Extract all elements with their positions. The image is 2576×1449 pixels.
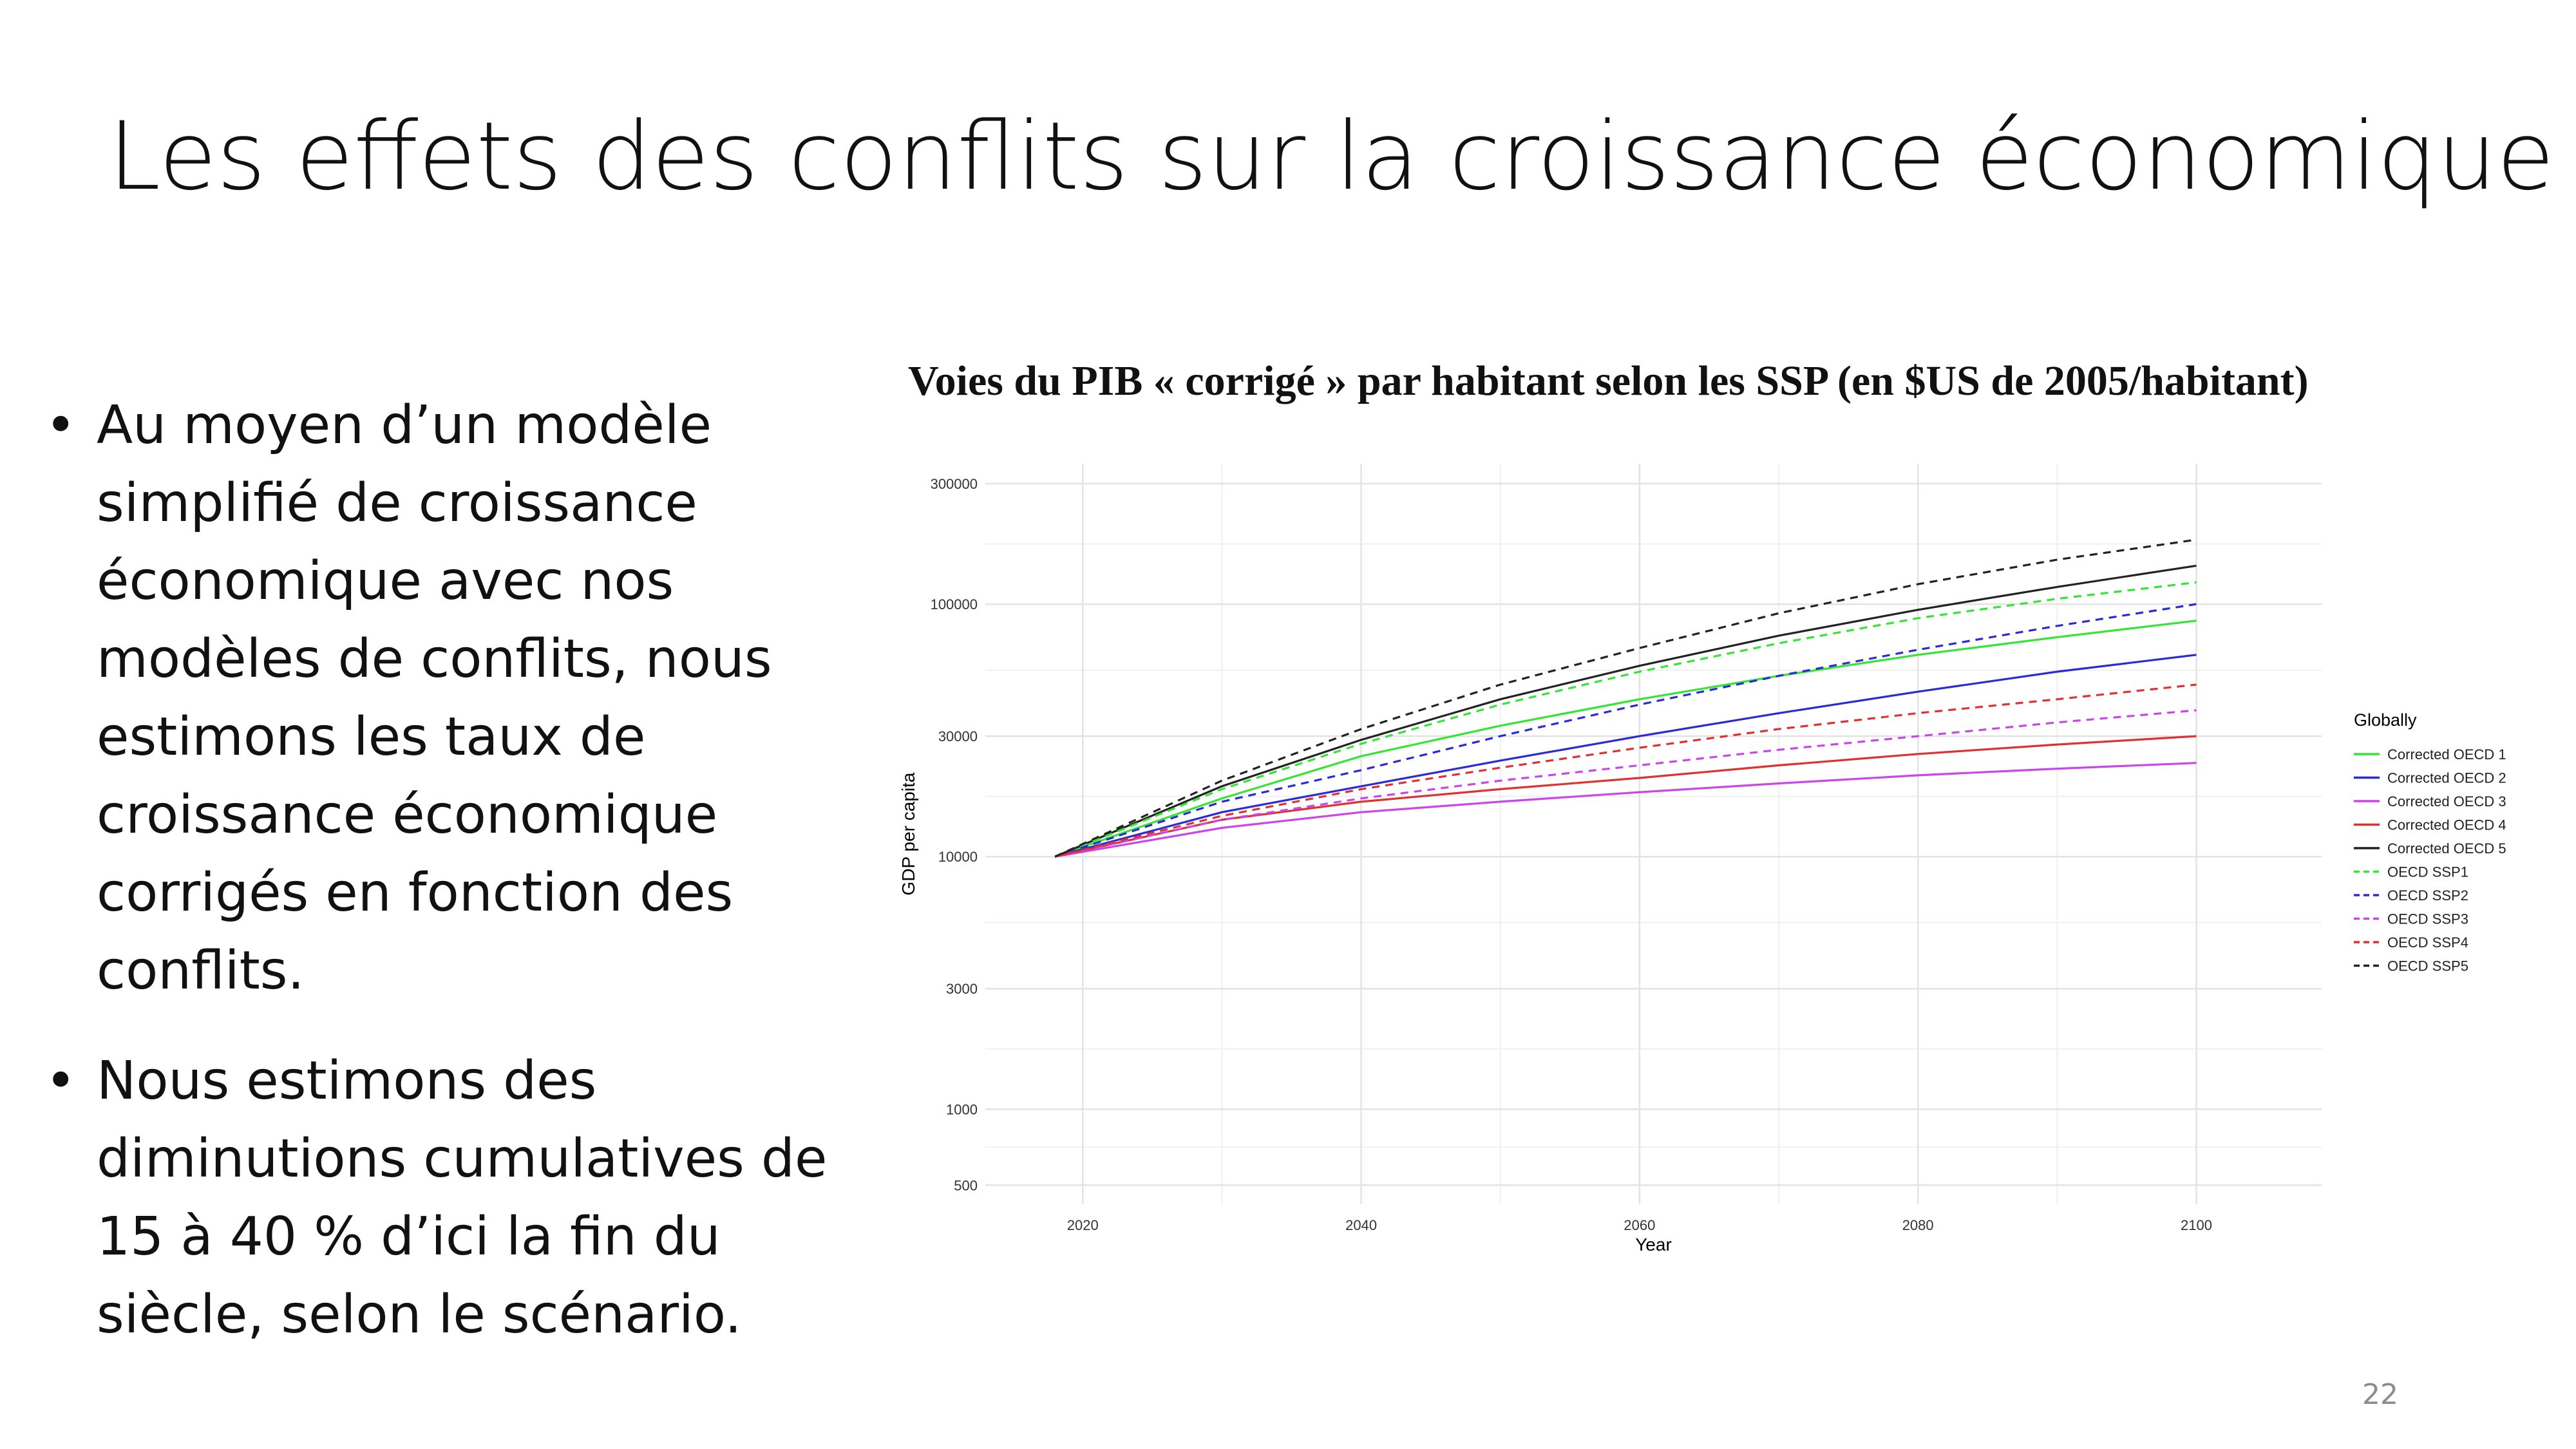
y-tick-label: 3000	[946, 981, 978, 997]
axes: Year GDP per capita 2020 2040 2060 2080 2100…	[898, 476, 2212, 1255]
legend-label: Corrected OECD 4	[2387, 817, 2506, 833]
legend-label: Corrected OECD 3	[2387, 793, 2506, 810]
series-line-corrected-oecd-4	[1054, 735, 2197, 858]
bullet-text: Nous estimons des diminutions cumulative…	[97, 1050, 828, 1345]
series-line-oecd-ssp4	[1054, 683, 2197, 858]
y-tick-label: 500	[954, 1177, 978, 1193]
page-number: 22	[2362, 1378, 2398, 1411]
slide-title: Les effets des conflits sur la croissanc…	[108, 102, 2555, 211]
legend-label: OECD SSP4	[2387, 934, 2468, 951]
legend: Globally Corrected OECD 1 Corrected OECD …	[2354, 710, 2506, 974]
bullet-item: • Nous estimons des diminutions cumulati…	[45, 1042, 882, 1354]
series-line-corrected-oecd-3	[1054, 762, 2197, 858]
y-tick-label: 1000	[946, 1101, 978, 1117]
y-axis-title: GDP per capita	[898, 772, 918, 895]
bullet-item: • Au moyen d’un modèle simplifié de croi…	[45, 386, 882, 1010]
x-tick-label: 2020	[1067, 1217, 1099, 1233]
bullet-marker: •	[45, 1050, 77, 1112]
y-tick-label: 300000	[931, 476, 978, 492]
grid	[985, 464, 2322, 1204]
y-tick-label: 30000	[938, 728, 978, 744]
y-tick-label: 100000	[931, 596, 978, 612]
series-line-oecd-ssp3	[1054, 709, 2197, 858]
legend-label: Corrected OECD 5	[2387, 840, 2506, 857]
series-line-corrected-oecd-2	[1054, 654, 2197, 858]
legend-label: Corrected OECD 1	[2387, 746, 2506, 762]
x-tick-label: 2080	[1902, 1217, 1934, 1233]
chart-title: Voies du PIB « corrigé » par habitant se…	[908, 357, 2309, 404]
gdp-line-chart: Year GDP per capita 2020 2040 2060 2080 2100…	[898, 464, 2506, 1255]
series-line-oecd-ssp2	[1054, 603, 2197, 858]
series-line-corrected-oecd-5	[1054, 564, 2197, 858]
legend-title: Globally	[2354, 710, 2417, 730]
x-axis-title: Year	[1635, 1235, 1672, 1255]
bullet-text: Au moyen d’un modèle simplifié de croiss…	[97, 395, 772, 1001]
x-tick-label: 2060	[1624, 1217, 1655, 1233]
x-tick-label: 2100	[2181, 1217, 2212, 1233]
legend-label: OECD SSP3	[2387, 911, 2468, 927]
y-tick-label: 10000	[938, 849, 978, 865]
series-line-oecd-ssp5	[1054, 538, 2197, 858]
series-line-corrected-oecd-1	[1054, 620, 2197, 858]
x-tick-label: 2040	[1345, 1217, 1377, 1233]
bullet-marker: •	[45, 395, 77, 456]
bullet-list: • Au moyen d’un modèle simplifié de croi…	[45, 386, 882, 1386]
legend-label: OECD SSP2	[2387, 887, 2468, 904]
legend-label: OECD SSP1	[2387, 864, 2468, 880]
series-lines	[1054, 538, 2197, 858]
series-line-oecd-ssp1	[1054, 581, 2197, 858]
legend-label: OECD SSP5	[2387, 958, 2468, 974]
legend-label: Corrected OECD 2	[2387, 770, 2506, 786]
